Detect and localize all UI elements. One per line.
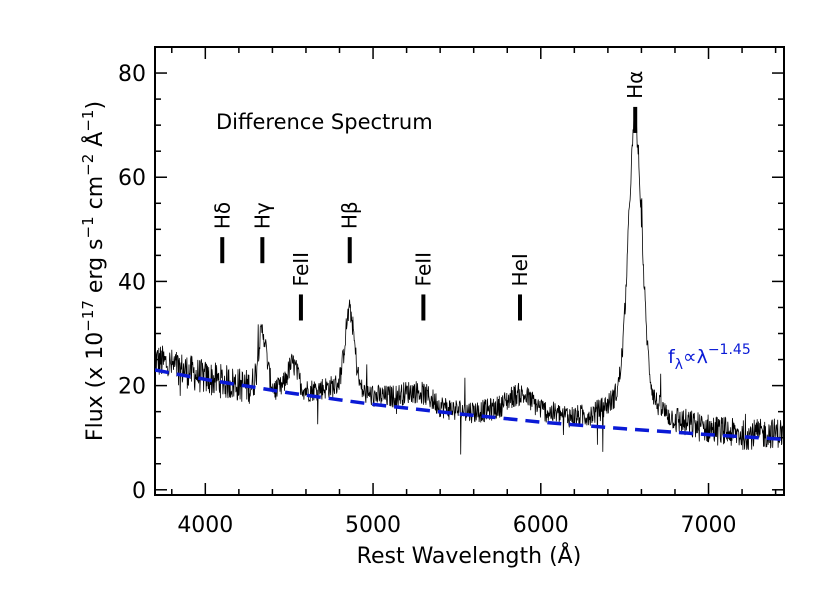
x-tick-label: 6000 [513,513,569,538]
y-label-exp4: −1 [79,110,97,132]
line-marker-label: HeI [508,253,532,286]
x-ticks [171,47,777,495]
spectrum-series [155,119,784,455]
x-tick-label: 5000 [345,513,401,538]
line-marker-label: Hδ [210,202,234,229]
fit-label-exp: −1.45 [708,342,751,358]
y-label-exp2: −1 [79,216,97,238]
x-axis-label: Rest Wavelength (Å) [357,542,582,569]
y-label-mid3: Å [81,132,108,154]
line-marker-label: Hβ [338,201,362,229]
fit-label-rel: ∝λ [683,346,708,368]
y-tick-labels: 0 20 40 60 80 [118,62,146,504]
y-tick-label: 20 [118,375,146,400]
emission-line-markers: Hδ Hγ FeII Hβ FeII HeI Hα [210,71,647,321]
y-tick-label: 80 [118,62,146,87]
fit-label-sub: λ [675,357,683,373]
y-label-exp3: −2 [79,154,97,176]
chart-title: Difference Spectrum [216,110,433,134]
y-label-suffix: ) [83,101,108,110]
fit-label: fλ∝λ−1.45 [668,342,751,373]
y-tick-label: 60 [118,166,146,191]
y-axis-label: Flux (x 10−17 erg s−1 cm−2 Å−1) [79,101,108,441]
y-label-mid1: erg s [83,238,108,300]
line-marker-label: Hα [623,71,647,99]
x-tick-labels: 4000 5000 6000 7000 [177,513,736,538]
fit-label-base: f [668,346,676,368]
line-marker-label: FeII [289,252,313,287]
y-label-mid2: cm [83,176,108,217]
y-tick-label: 40 [118,270,146,295]
line-marker-label: Hγ [250,202,274,229]
line-marker-label: FeII [411,252,435,287]
plot-frame [154,46,785,496]
y-label-prefix: Flux (x 10 [83,332,108,441]
powerlaw-fit-line [155,368,784,442]
x-tick-label: 4000 [177,513,233,538]
y-label-exp1: −17 [79,300,97,332]
x-tick-label: 7000 [681,513,737,538]
y-tick-label: 0 [132,479,146,504]
